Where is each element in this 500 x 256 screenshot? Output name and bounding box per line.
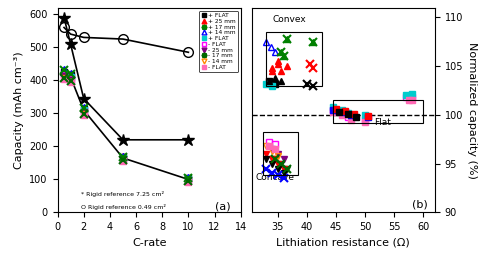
Text: O Rigid reference 0.49 cm²: O Rigid reference 0.49 cm² <box>81 204 166 209</box>
X-axis label: Lithiation resistance (Ω): Lithiation resistance (Ω) <box>276 238 410 248</box>
Y-axis label: Normalized capacity (%): Normalized capacity (%) <box>467 42 477 178</box>
Text: (a): (a) <box>214 202 230 212</box>
Bar <box>333 100 424 123</box>
Y-axis label: Capacity (mAh cm⁻³): Capacity (mAh cm⁻³) <box>14 51 24 169</box>
Text: (b): (b) <box>412 200 428 210</box>
Text: Concave: Concave <box>256 173 295 182</box>
Text: Convex: Convex <box>272 15 306 24</box>
Bar <box>264 132 298 175</box>
Text: * Rigid reference 7.25 cm²: * Rigid reference 7.25 cm² <box>81 191 164 197</box>
Bar <box>266 32 322 86</box>
Legend: + FLAT, + 25 mm, + 17 mm, + 14 mm, + FLAT, - FLAT, - 25 mm, - 17 mm, - 14 mm, - : + FLAT, + 25 mm, + 17 mm, + 14 mm, + FLA… <box>199 10 238 72</box>
Text: Flat: Flat <box>374 118 391 127</box>
X-axis label: C-rate: C-rate <box>132 238 166 248</box>
